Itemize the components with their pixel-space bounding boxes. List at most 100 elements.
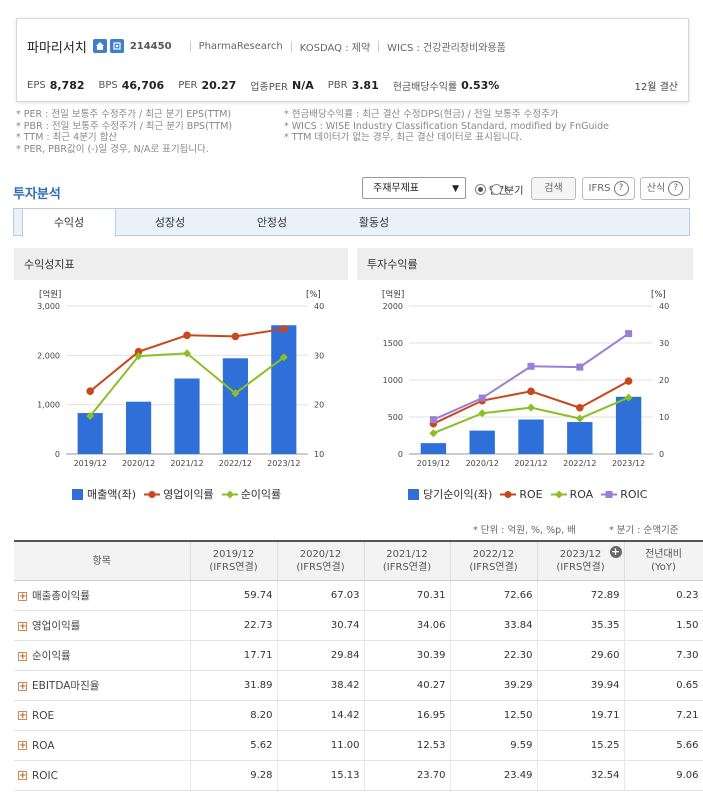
- value-cell: 30.39: [364, 640, 451, 671]
- radio-quarter-option[interactable]: 분기: [491, 182, 523, 197]
- value-cell: 34.06: [364, 610, 451, 641]
- left-axis-unit: [억원]: [382, 289, 404, 300]
- panel-title-profitability: 수익성지표: [14, 248, 348, 280]
- header-year-col: 2022/12 (IFRS연결): [450, 540, 538, 581]
- bar: [222, 358, 248, 454]
- legend-label: 당기순이익(좌): [423, 488, 493, 501]
- yoy-cell: 9.06: [624, 760, 703, 791]
- row-label-cell[interactable]: + ROE: [14, 700, 191, 731]
- row-label: ROE: [32, 709, 55, 722]
- point: [279, 353, 288, 362]
- x-tick-label: 2020/12: [466, 459, 499, 468]
- bar: [126, 401, 152, 454]
- y-tick-label: 3,000: [37, 302, 60, 311]
- point: [231, 389, 240, 398]
- row-label-cell[interactable]: + ROA: [14, 730, 191, 761]
- legend-item[interactable]: ROIC: [601, 488, 647, 501]
- row-label-cell[interactable]: + ROIC: [14, 760, 191, 791]
- header-year-col: 2020/12 (IFRS연결): [277, 540, 365, 581]
- legend-label: ROIC: [620, 487, 648, 501]
- row-label-cell[interactable]: + EBITDA마진율: [14, 670, 191, 701]
- bar: [469, 430, 495, 454]
- formula-label: 산식: [646, 183, 666, 194]
- yoy-cell: 1.50: [624, 610, 703, 641]
- value-cell: 72.66: [450, 580, 538, 611]
- note-line: * PBR : 전일 보통주 수정주가 / 최근 분기 BPS(TTM): [16, 120, 233, 132]
- yoy-cell: 7.21: [624, 700, 703, 731]
- legend-item[interactable]: ROE: [500, 488, 543, 501]
- legend-item[interactable]: 영업이익률: [144, 486, 214, 502]
- legend-item[interactable]: 매출액(좌): [72, 486, 136, 502]
- point: [527, 387, 535, 396]
- analysis-tabs: 수익성 성장성 안정성 활동성: [13, 208, 690, 237]
- header-year-col: 2023/12 (IFRS연결) +: [537, 540, 625, 581]
- stock-code: 214450: [129, 40, 172, 52]
- x-tick-label: 2022/12: [219, 459, 252, 468]
- kpi-value-per: 20.27: [201, 78, 237, 92]
- legend-label: ROA: [569, 487, 594, 501]
- kpi-label-dividend-yield: 현금배당수익률: [392, 81, 458, 93]
- value-cell: 29.60: [537, 640, 625, 671]
- legend-item[interactable]: 당기순이익(좌): [408, 486, 492, 502]
- market-info: KOSDAQ : 제약: [299, 42, 371, 54]
- bar: [174, 378, 200, 454]
- header-year: 2019/12: [212, 549, 255, 560]
- point: [478, 409, 487, 418]
- value-cell: 32.54: [537, 760, 625, 791]
- legend-item[interactable]: 순이익률: [221, 486, 282, 502]
- yoy-cell: 0.65: [624, 670, 703, 701]
- y2-tick-label: 40: [659, 302, 669, 311]
- table-row: + 순이익률 17.71 29.84 30.39 22.30 29.60 7.30: [14, 640, 703, 671]
- search-button[interactable]: 검색: [531, 177, 576, 200]
- expand-row-icon[interactable]: +: [18, 771, 27, 781]
- y2-tick-label: 0: [659, 450, 664, 459]
- expand-row-icon[interactable]: +: [18, 651, 27, 662]
- radio-selected-icon: [475, 184, 486, 195]
- expand-row-icon[interactable]: +: [18, 741, 27, 751]
- kpi-value-pbr: 3.81: [351, 78, 379, 92]
- company-name-row: 파마리서치 214450 PharmaResearch KOSDAQ : 제약 …: [27, 37, 506, 56]
- value-cell: 15.13: [277, 760, 365, 791]
- legend-item[interactable]: ROA: [550, 487, 594, 501]
- radio-quarter-label: 분기: [505, 186, 524, 197]
- value-cell: 14.42: [277, 700, 365, 731]
- value-cell: 5.62: [190, 730, 278, 761]
- expand-row-icon[interactable]: +: [18, 681, 27, 692]
- point: [231, 332, 240, 341]
- divider: [290, 40, 292, 52]
- unit-footnote: * 단위 : 억원, %, %p, 배: [473, 525, 576, 536]
- ifrs-help-button[interactable]: IFRS?: [582, 177, 635, 200]
- legend-label: 순이익률: [240, 488, 282, 501]
- tab-growth[interactable]: 성장성: [154, 216, 186, 229]
- value-cell: 12.53: [364, 730, 451, 761]
- point: [527, 362, 535, 370]
- table-row: + EBITDA마진율 31.89 38.42 40.27 39.29 39.94 0.65: [14, 670, 703, 701]
- tab-profitability[interactable]: 수익성: [22, 209, 116, 237]
- tab-activity[interactable]: 활동성: [358, 216, 390, 229]
- expand-row-icon[interactable]: +: [18, 621, 27, 632]
- expand-columns-icon[interactable]: +: [609, 545, 622, 558]
- y-tick-label: 1000: [383, 376, 403, 385]
- y-tick-label: 0: [398, 450, 403, 459]
- question-icon: ?: [668, 180, 684, 196]
- header-year: 2022/12: [472, 549, 515, 560]
- row-label-cell[interactable]: + 영업이익률: [14, 610, 191, 641]
- home-icon[interactable]: [92, 39, 107, 53]
- tab-stability[interactable]: 안정성: [256, 216, 288, 229]
- company-english-name: PharmaResearch: [198, 40, 283, 52]
- expand-row-icon[interactable]: +: [18, 711, 27, 721]
- expand-row-icon[interactable]: +: [18, 591, 27, 602]
- report-icon[interactable]: [109, 39, 124, 53]
- legend-label: 영업이익률: [163, 488, 214, 501]
- value-cell: 23.49: [450, 760, 538, 791]
- header-item: 항목: [14, 540, 191, 581]
- notes-left: * PER : 전일 보통주 수정주가 / 최근 분기 EPS(TTM) * P…: [16, 109, 232, 155]
- header-year-col: 2021/12 (IFRS연결): [364, 540, 451, 581]
- table-row: + 영업이익률 22.73 30.74 34.06 33.84 35.35 1.50: [14, 610, 703, 641]
- statement-type-select[interactable]: 주재무제표 ▼: [362, 177, 466, 199]
- value-cell: 67.03: [277, 580, 365, 611]
- settlement-month: 12월 결산: [634, 81, 678, 93]
- formula-help-button[interactable]: 산식?: [640, 177, 690, 200]
- row-label-cell[interactable]: + 순이익률: [14, 640, 191, 671]
- row-label-cell[interactable]: + 매출총이익률: [14, 580, 191, 611]
